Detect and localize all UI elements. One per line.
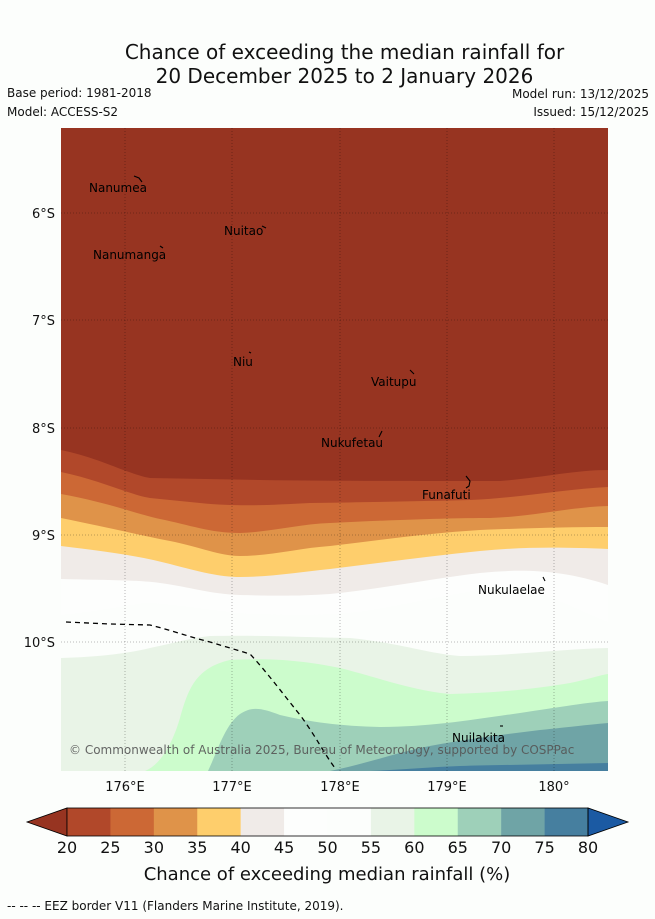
- model-run: Model run: 13/12/2025: [511, 87, 649, 101]
- colorbar-segment: [457, 808, 502, 836]
- island-niu: [248, 351, 252, 354]
- place-label: Nanumanga: [93, 248, 166, 262]
- colorbar-tick-label: 60: [404, 838, 424, 857]
- colorbar-ticks: 20 25 30 35 40 45 50 55 60 65 70 75 80: [57, 838, 598, 857]
- title-line-2: 20 December 2025 to 2 January 2026: [155, 64, 534, 88]
- place-label: Nukufetau: [321, 436, 383, 450]
- colorbar-title: Chance of exceeding median rainfall (%): [144, 864, 511, 885]
- lon-label: 178°E: [320, 780, 360, 795]
- island-nukufetau: [378, 430, 383, 438]
- colorbar-segment: [284, 808, 328, 836]
- island-funafuti: [465, 475, 471, 489]
- island-nukulaelae: [542, 576, 546, 582]
- band-75-80: [330, 723, 608, 771]
- lat-label: 9°S: [32, 529, 55, 544]
- lat-label: 8°S: [32, 422, 55, 437]
- lon-label: 180°: [538, 780, 569, 795]
- copyright-notice: © Commonwealth of Australia 2025, Bureau…: [69, 743, 574, 757]
- model-name: Model: ACCESS-S2: [7, 105, 119, 119]
- place-label: Funafuti: [422, 488, 471, 502]
- colorbar-segment: [370, 808, 415, 836]
- lat-label: 10°S: [24, 636, 55, 651]
- eez-border: [65, 621, 336, 769]
- colorbar-segment: [544, 808, 589, 836]
- colorbar-extend-high: [587, 807, 630, 837]
- colorbar-segment: [67, 808, 111, 836]
- issued-date: Issued: 15/12/2025: [533, 105, 649, 119]
- band-80-plus: [370, 763, 608, 771]
- island-nanumea: [133, 175, 143, 183]
- island-nanumanga: [159, 245, 164, 249]
- place-label: Niu: [233, 355, 253, 369]
- islands: [133, 175, 546, 727]
- colorbar-frame: [66, 807, 589, 837]
- place-label: Vaitupu: [371, 375, 417, 389]
- rainfall-map: [61, 128, 608, 771]
- title-line-1: Chance of exceeding the median rainfall …: [124, 40, 565, 64]
- colorbar-segment: [197, 808, 241, 836]
- colorbar-tick-label: 70: [491, 838, 511, 857]
- colorbar-tick-label: 45: [274, 838, 294, 857]
- chart-title: Chance of exceeding the median rainfall …: [0, 40, 655, 88]
- colorbar-segment: [240, 808, 285, 836]
- colorbar-segment: [327, 808, 372, 836]
- colorbar-tick-label: 35: [187, 838, 207, 857]
- lon-label: 177°E: [212, 780, 252, 795]
- colorbar-tick-label: 80: [578, 838, 598, 857]
- lon-label: 176°E: [105, 780, 145, 795]
- place-labels: Nanumea Nuitao Nanumanga Niu Vaitupu Nuk…: [89, 181, 545, 745]
- island-nuitao: [261, 225, 267, 229]
- colorbar-tick-label: 75: [534, 838, 554, 857]
- colorbar-tick-label: 65: [448, 838, 468, 857]
- place-label: Nukulaelae: [478, 583, 545, 597]
- base-period: Base period: 1981-2018: [7, 86, 152, 100]
- island-vaitupu: [409, 369, 415, 375]
- eez-legend: -- -- -- EEZ border V11 (Flanders Marine…: [7, 899, 344, 913]
- place-label: Nuitao: [224, 224, 263, 238]
- lon-label: 179°E: [427, 780, 467, 795]
- colorbar-segment: [501, 808, 545, 836]
- colorbar-extend-low: [25, 807, 68, 837]
- lat-label: 6°S: [32, 207, 55, 222]
- colorbar-segment: [414, 808, 459, 836]
- colorbar-tick-label: 20: [57, 838, 77, 857]
- colorbar-tick-label: 40: [230, 838, 250, 857]
- place-label: Nuilakita: [452, 731, 505, 745]
- colorbar-tick-label: 50: [317, 838, 337, 857]
- colorbar-segment: [153, 808, 198, 836]
- colorbar-segment: [110, 808, 155, 836]
- graticule: [61, 128, 608, 771]
- colorbar: [25, 807, 630, 837]
- place-label: Nanumea: [89, 181, 147, 195]
- colorbar-tick-label: 25: [100, 838, 120, 857]
- colorbar-tick-label: 30: [144, 838, 164, 857]
- colorbar-tick-label: 55: [361, 838, 381, 857]
- lat-label: 7°S: [32, 314, 55, 329]
